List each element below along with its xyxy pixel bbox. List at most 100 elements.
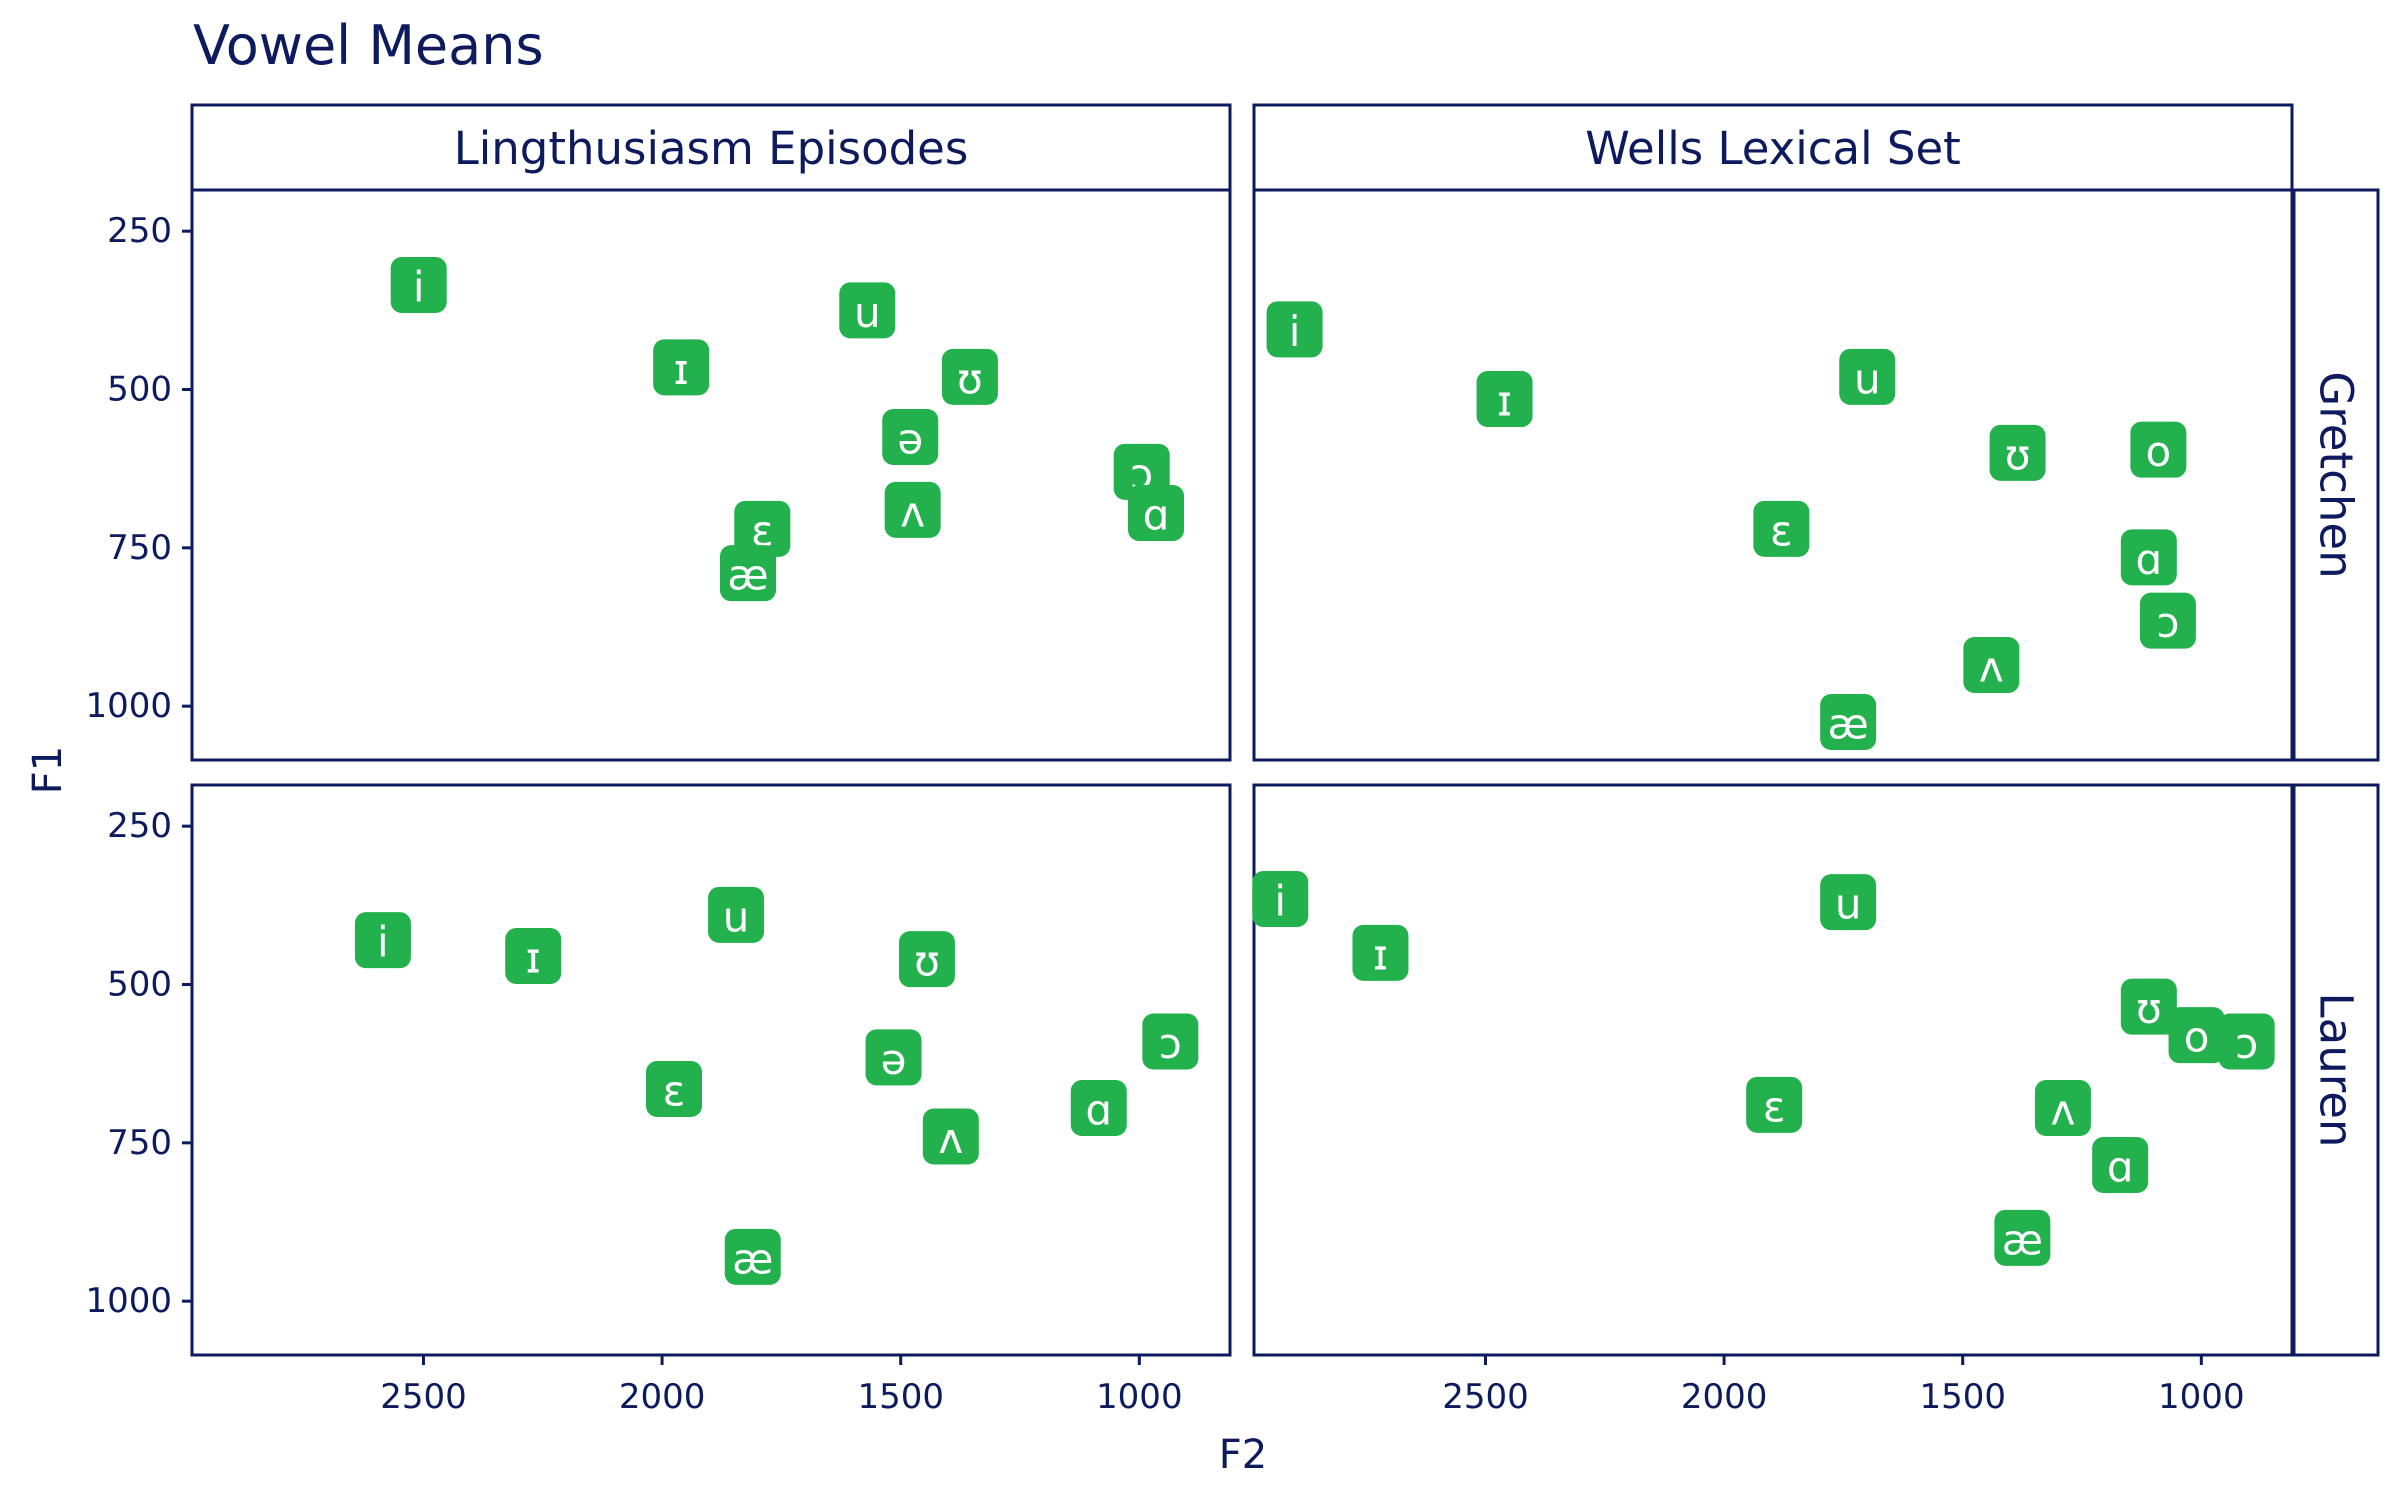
vowel-point-marker xyxy=(2130,421,2187,478)
vowel-point-marker xyxy=(1746,1076,1803,1133)
x-tick-label: 2500 xyxy=(380,1377,467,1417)
vowel-point-marker xyxy=(390,257,447,313)
vowel-point-marker xyxy=(1994,1209,2051,1266)
facet-strip-row xyxy=(2292,188,2380,762)
vowel-point-marker xyxy=(2034,1080,2091,1136)
vowel-point-label: i xyxy=(377,918,389,967)
vowel-point-label: ɑ xyxy=(2135,535,2162,584)
y-tick-label: 1000 xyxy=(85,686,172,726)
vowel-point-marker xyxy=(505,928,562,984)
vowel-point-marker xyxy=(839,282,896,339)
vowel-point-label: ɪ xyxy=(1497,377,1513,426)
vowel-point-label: ʌ xyxy=(1979,643,2004,692)
vowel-point-marker xyxy=(1963,637,2020,693)
vowel-point-label: i xyxy=(1289,307,1301,356)
x-axis-label: F2 xyxy=(1219,1432,1267,1478)
vowel-point-marker xyxy=(882,409,939,465)
vowel-point-marker xyxy=(1252,871,1309,927)
vowel-point-marker xyxy=(719,545,776,602)
vowel-point-marker xyxy=(2120,978,2177,1035)
vowel-point-marker xyxy=(1989,424,2046,481)
y-tick-label: 750 xyxy=(107,528,172,568)
vowel-point-label: æ xyxy=(732,1234,773,1283)
vowel-point-label: ɔ xyxy=(2156,598,2179,647)
vowel-point-label: ɛ xyxy=(1770,506,1793,555)
y-tick-label: 250 xyxy=(107,211,172,251)
vowel-point-marker xyxy=(1839,348,1896,405)
vowel-point-label: æ xyxy=(2002,1215,2043,1264)
x-tick-label: 1500 xyxy=(857,1377,944,1417)
vowel-point-label: ɪ xyxy=(1373,930,1389,979)
vowel-point-label: ə xyxy=(897,415,923,464)
vowel-point-label: ɛ xyxy=(751,506,774,555)
facet-strip-row-label: Gretchen xyxy=(2310,371,2363,578)
vowel-point-marker xyxy=(1820,694,1877,750)
facet-strip-column xyxy=(1252,103,2294,192)
panel-frame xyxy=(190,783,1232,1357)
vowel-point-marker xyxy=(922,1108,979,1165)
y-tick-label: 500 xyxy=(107,370,172,410)
vowel-point-marker xyxy=(354,912,411,969)
vowel-point-label: ʊ xyxy=(2005,430,2031,479)
vowel-point-label: ɑ xyxy=(2107,1143,2134,1192)
panel-frame xyxy=(1252,783,2294,1357)
vowel-point-marker xyxy=(1266,301,1323,358)
vowel-point-label: ɔ xyxy=(1159,1019,1182,1068)
vowel-point-marker xyxy=(941,348,998,405)
facet-strip-row xyxy=(2292,783,2380,1357)
y-tick-label: 1000 xyxy=(85,1281,172,1321)
vowel-point-marker xyxy=(646,1061,703,1117)
vowel-point-label: i xyxy=(413,263,425,312)
vowel-point-marker xyxy=(2168,1007,2225,1064)
y-axis-label: F1 xyxy=(25,746,71,794)
vowel-point-label: u xyxy=(854,288,881,337)
vowel-point-label: ʊ xyxy=(2136,984,2162,1033)
facet-strip-row-label: Lauren xyxy=(2310,993,2363,1148)
y-tick-label: 500 xyxy=(107,965,172,1005)
vowel-point-label: u xyxy=(1835,880,1862,929)
vowel-point-label: ə xyxy=(881,1035,907,1084)
vowel-point-marker xyxy=(1476,371,1533,427)
y-tick-label: 250 xyxy=(107,806,172,846)
vowel-point-marker xyxy=(1128,485,1185,541)
vowel-point-label: ɑ xyxy=(1085,1086,1112,1135)
vowel-point-marker xyxy=(865,1029,922,1086)
vowel-point-marker xyxy=(2218,1013,2275,1070)
facet-strip-column-label: Lingthusiasm Episodes xyxy=(454,122,969,175)
panel-frame xyxy=(190,188,1232,762)
vowel-point-marker xyxy=(1070,1080,1127,1136)
vowel-point-marker xyxy=(1820,874,1877,931)
vowel-point-marker xyxy=(653,339,710,396)
vowel-point-marker xyxy=(708,886,765,943)
vowel-point-label: ʊ xyxy=(914,937,940,986)
panel-frame xyxy=(1252,188,2294,762)
vowel-point-label: ʌ xyxy=(938,1114,963,1163)
vowel-point-label: i xyxy=(1274,877,1286,926)
vowel-point-marker xyxy=(2092,1137,2149,1193)
vowel-point-label: ʌ xyxy=(900,487,925,536)
vowel-point-marker xyxy=(2120,529,2177,586)
vowel-point-marker xyxy=(1352,924,1409,981)
vowel-point-label: ʌ xyxy=(2050,1086,2075,1135)
vowel-point-label: ɪ xyxy=(525,934,541,983)
vowel-point-label: ɔ xyxy=(2235,1019,2258,1068)
x-tick-label: 2000 xyxy=(1681,1377,1768,1417)
vowel-point-label: ɛ xyxy=(1763,1082,1786,1131)
vowel-point-label: o xyxy=(2146,427,2172,476)
y-tick-label: 750 xyxy=(107,1123,172,1163)
vowel-point-marker xyxy=(734,500,791,557)
vowel-point-label: æ xyxy=(1828,700,1869,749)
x-tick-label: 1500 xyxy=(1919,1377,2006,1417)
vowel-point-label: u xyxy=(1854,354,1881,403)
vowel-point-marker xyxy=(724,1228,781,1285)
x-tick-label: 1000 xyxy=(2158,1377,2245,1417)
vowel-point-label: o xyxy=(2184,1013,2210,1062)
vowel-point-marker xyxy=(898,931,955,988)
vowel-point-label: ɑ xyxy=(1143,491,1170,540)
chart-title: Vowel Means xyxy=(193,14,544,77)
vowel-point-label: ɪ xyxy=(673,345,689,394)
vowel-point-marker xyxy=(1753,500,1810,557)
vowel-point-label: ɛ xyxy=(663,1067,686,1116)
facet-strip-column xyxy=(190,103,1232,192)
